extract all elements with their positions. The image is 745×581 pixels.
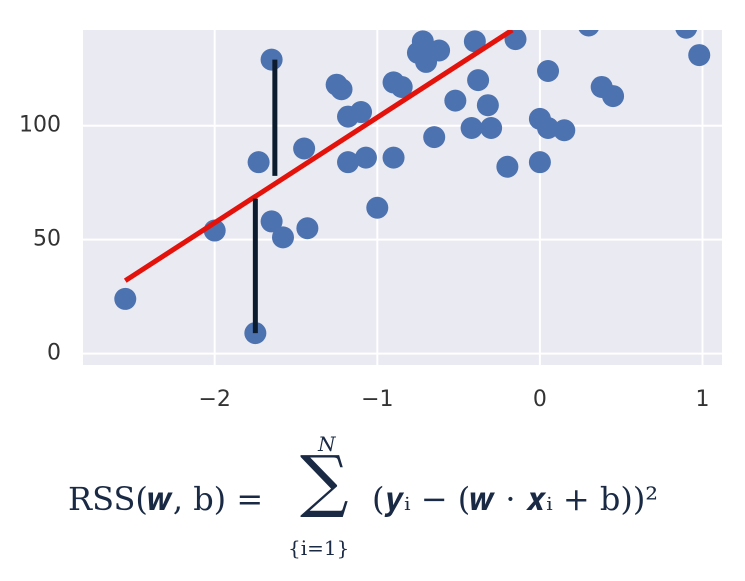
data-point	[537, 116, 560, 139]
y-tick-label: 100	[19, 113, 61, 138]
data-point	[480, 116, 503, 139]
chart: 0 50 100 −2 −1 0 1	[19, 30, 722, 412]
data-point	[114, 287, 137, 310]
data-point	[366, 196, 389, 219]
data-point	[553, 119, 576, 142]
data-point	[688, 44, 711, 67]
data-point	[337, 151, 360, 174]
sum-upper: N	[318, 432, 336, 456]
formula-lhs: RSS(𝒘, b) =	[68, 480, 264, 518]
data-point	[271, 226, 294, 249]
data-point	[260, 48, 283, 71]
x-tick-label: 1	[695, 387, 709, 412]
y-tick-label: 0	[47, 341, 61, 366]
data-point	[330, 78, 353, 101]
data-point	[423, 126, 446, 149]
data-point	[460, 116, 483, 139]
data-point	[354, 146, 377, 169]
plot-area	[114, 30, 711, 345]
regression-line	[123, 30, 514, 283]
y-tick-label: 50	[33, 227, 61, 252]
data-point	[444, 89, 467, 112]
data-point	[476, 94, 499, 117]
data-point	[463, 30, 486, 53]
data-point	[390, 75, 413, 98]
x-tick-label: 0	[533, 387, 547, 412]
sum-lower: {i=1}	[288, 536, 350, 560]
data-point	[578, 30, 599, 37]
formula-rhs: (𝒚ᵢ − (𝒘 · 𝒙ᵢ + b))²	[372, 480, 659, 518]
data-point	[411, 30, 434, 53]
data-point	[504, 30, 527, 51]
data-point	[428, 39, 451, 62]
formula: RSS(𝒘, b) = ∑ N {i=1} (𝒚ᵢ − (𝒘 · 𝒙ᵢ + b)…	[0, 430, 745, 581]
sum-sign: ∑	[300, 442, 349, 521]
data-point	[350, 101, 373, 124]
data-point	[293, 137, 316, 160]
data-point	[602, 85, 625, 108]
data-point	[675, 30, 697, 39]
x-tick-label: −2	[198, 387, 230, 412]
data-point	[528, 151, 551, 174]
x-tick-label: −1	[361, 387, 393, 412]
data-point	[467, 69, 490, 92]
data-point	[260, 210, 283, 233]
data-point	[382, 146, 405, 169]
data-point	[296, 217, 319, 240]
data-point	[247, 151, 270, 174]
data-point	[496, 155, 519, 178]
data-point	[537, 60, 560, 83]
